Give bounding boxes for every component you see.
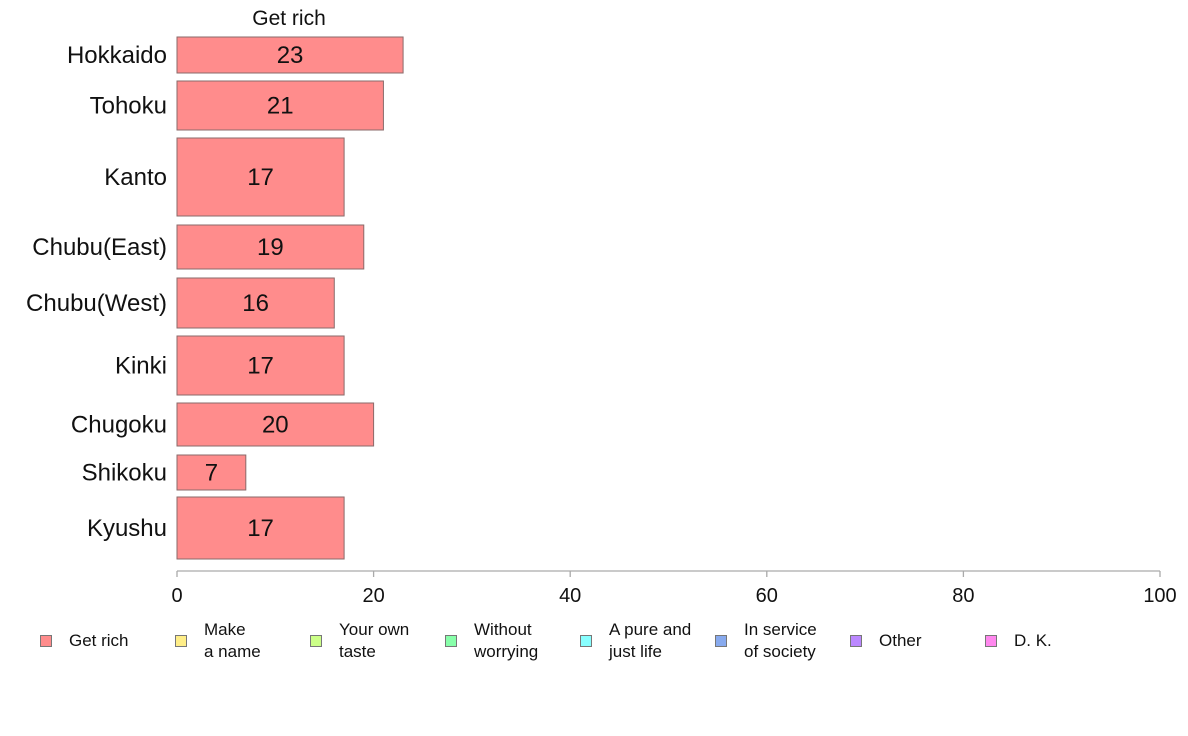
data-label: 17: [247, 353, 274, 380]
legend-label: A pure and just life: [609, 620, 692, 661]
category-label: Kanto: [104, 164, 167, 191]
bar-kyushu: [176, 496, 345, 560]
legend-item: D. K.: [985, 618, 1052, 664]
x-tick-label: 0: [171, 585, 182, 607]
legend-item: Get rich: [40, 618, 129, 664]
category-label: Chubu(East): [32, 234, 167, 261]
data-label: 19: [257, 234, 284, 261]
legend: Get rich Make a name Your own taste Without…: [0, 618, 1188, 668]
chart-title: Get rich: [252, 7, 326, 30]
legend-swatch: [850, 635, 862, 647]
category-labels: Hokkaido Tohoku Kanto Chubu(East) Chubu(West…: [26, 42, 167, 542]
legend-label: Get rich: [69, 631, 129, 650]
category-label: Hokkaido: [67, 42, 167, 69]
x-axis: 0 20 40 60 80 100: [171, 570, 1177, 607]
legend-label: Other: [879, 631, 922, 650]
legend-item: A pure and just life: [580, 618, 691, 664]
category-label: Kyushu: [87, 515, 167, 542]
data-label: 16: [242, 290, 269, 317]
data-label: 17: [247, 515, 274, 542]
x-tick-label: 40: [559, 585, 581, 607]
legend-item: Your own taste: [310, 618, 409, 664]
data-label: 23: [277, 42, 304, 69]
legend-label: In service of society: [744, 620, 817, 661]
legend-item: Make a name: [175, 618, 261, 664]
category-label: Tohoku: [90, 93, 167, 120]
legend-label: Without worrying: [474, 620, 539, 661]
bar-chart: Get rich 23 21 17 19 16 17 20 7 17 Hokkaido Tohok…: [26, 7, 1177, 607]
legend-item: In service of society: [715, 618, 817, 664]
bars-group: 23 21 17 19 16 17 20 7 17: [176, 36, 404, 560]
legend-swatch: [715, 635, 727, 647]
legend-swatch: [175, 635, 187, 647]
x-tick-label: 60: [756, 585, 778, 607]
legend-item: Other: [850, 618, 922, 664]
category-label: Shikoku: [82, 460, 167, 487]
legend-label: Your own taste: [339, 620, 410, 661]
legend-label: D. K.: [1014, 631, 1052, 650]
bar-kinki: [176, 335, 345, 396]
legend-swatch: [580, 635, 592, 647]
bar-shikoku: [176, 454, 247, 491]
category-label: Chubu(West): [26, 290, 167, 317]
category-label: Kinki: [115, 353, 167, 380]
data-label: 17: [247, 164, 274, 191]
x-tick-label: 80: [952, 585, 974, 607]
data-label: 7: [205, 460, 218, 487]
category-label: Chugoku: [71, 412, 167, 439]
legend-swatch: [310, 635, 322, 647]
bar-kanto: [176, 137, 345, 217]
legend-label: Make a name: [204, 620, 261, 661]
x-tick-label: 100: [1143, 585, 1176, 607]
bar-chubu-east: [176, 224, 365, 270]
bar-chugoku: [176, 402, 375, 447]
legend-swatch: [985, 635, 997, 647]
legend-swatch: [445, 635, 457, 647]
bar-hokkaido: [176, 36, 404, 74]
data-label: 20: [262, 412, 289, 439]
data-label: 21: [267, 93, 294, 120]
legend-item: Without worrying: [445, 618, 538, 664]
bar-tohoku: [176, 80, 384, 131]
legend-swatch: [40, 635, 52, 647]
x-tick-label: 20: [362, 585, 384, 607]
bar-chubu-west: [176, 277, 335, 329]
